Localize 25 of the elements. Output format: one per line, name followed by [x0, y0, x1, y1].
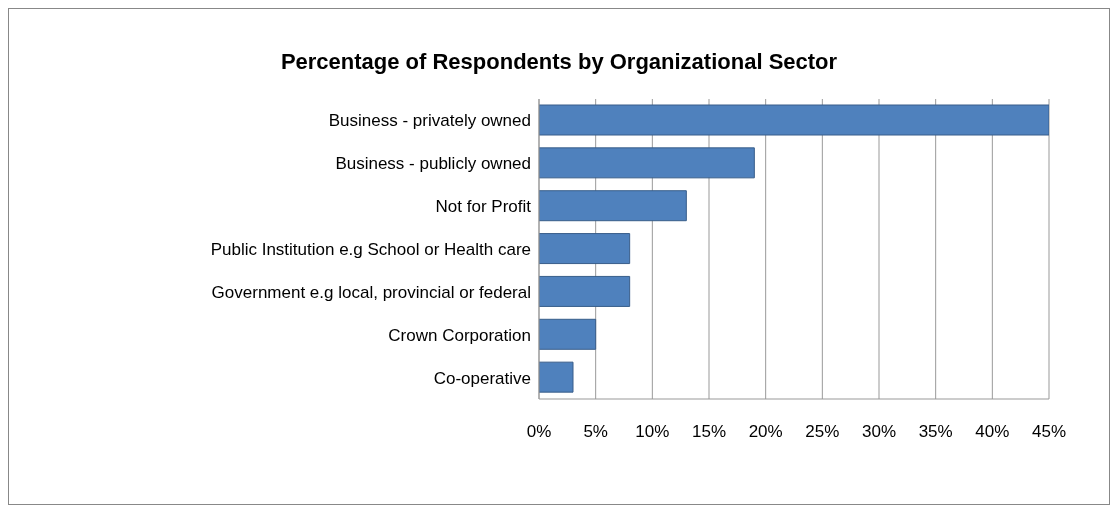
x-tick-label: 45%: [1031, 422, 1067, 442]
bar: [539, 318, 597, 350]
y-tick-label: Crown Corporation: [388, 325, 531, 345]
x-tick-label: 40%: [975, 422, 1010, 442]
chart-title: Percentage of Respondents by Organizational Sector: [279, 49, 839, 76]
bar: [539, 104, 1049, 136]
y-tick-label: Not for Profit: [435, 197, 532, 217]
bar: [539, 147, 755, 179]
x-tick-label: 25%: [805, 422, 840, 442]
x-tick-label: 20%: [748, 422, 783, 442]
x-tick-label: 10%: [635, 422, 670, 442]
x-tick-label: 15%: [691, 422, 727, 442]
bar: [539, 275, 631, 307]
x-tick-label: 30%: [861, 422, 897, 442]
bar: [539, 233, 631, 265]
x-tick-label: 35%: [918, 422, 953, 442]
bar: [539, 190, 687, 222]
x-tick-label: 0%: [526, 422, 552, 442]
y-tick-label: Public Institution e.g School or Health care: [210, 240, 531, 260]
y-tick-label: Government e.g local, provincial or federal: [211, 282, 531, 302]
y-tick-label: Co-operative: [433, 368, 531, 388]
y-tick-label: Business - publicly owned: [335, 154, 531, 174]
y-tick-label: Business - privately owned: [328, 111, 531, 131]
bar: [539, 361, 574, 393]
x-tick-label: 5%: [583, 422, 608, 442]
